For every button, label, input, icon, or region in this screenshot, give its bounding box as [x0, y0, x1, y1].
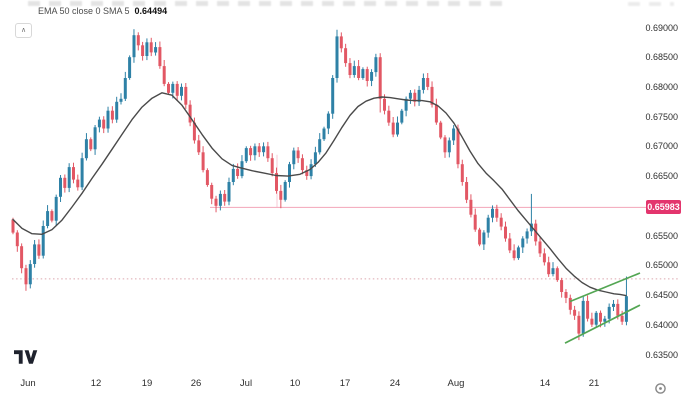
chevron-up-icon: ∧ [20, 27, 27, 34]
price-axis-label: 0.69000 [645, 23, 678, 33]
price-axis-label: 0.66500 [645, 171, 678, 181]
top-crop-artifact [28, 1, 506, 6]
time-axis-label: 14 [539, 378, 551, 389]
trendline-lower[interactable] [564, 304, 641, 344]
price-axis-label: 0.68000 [645, 82, 678, 92]
time-axis-label: Jul [239, 378, 253, 389]
time-axis-label: Aug [447, 378, 465, 389]
price-line-label: 0.65983 [646, 200, 681, 214]
indicator-legend-value: 0.64494 [134, 6, 168, 16]
price-axis-label: 0.68500 [645, 52, 678, 62]
price-axis-label: 0.67500 [645, 112, 678, 122]
candlestick-series [11, 29, 628, 341]
price-line-label-text: 0.65983 [647, 202, 680, 212]
time-axis-label: 26 [190, 378, 202, 389]
time-axis-label: 21 [588, 378, 600, 389]
price-axis-label: 0.67000 [645, 141, 678, 151]
time-axis-label: 10 [289, 378, 301, 389]
ema-line [12, 92, 627, 297]
time-axis-label: 17 [339, 378, 351, 389]
price-axis-label: 0.65000 [645, 260, 678, 270]
time-axis[interactable]: Jun 12 19 26 Jul 10 17 24 Aug 14 21 [0, 372, 642, 396]
top-right-crop-artifact [628, 2, 674, 6]
tradingview-logo[interactable] [14, 350, 39, 371]
indicator-legend[interactable]: EMA 50 close 0 SMA 5 0.64494 [38, 6, 167, 16]
time-axis-label: 12 [90, 378, 102, 389]
trendline-upper[interactable] [569, 272, 641, 303]
indicator-legend-title: EMA 50 close 0 SMA 5 [38, 6, 130, 16]
price-axis-label: 0.64500 [645, 290, 678, 300]
time-axis-label: 24 [389, 378, 401, 389]
price-axis-label: 0.64000 [645, 320, 678, 330]
time-axis-label: Jun [20, 378, 36, 389]
legend-collapse-button[interactable]: ∧ [15, 23, 32, 38]
price-axis-label: 0.65500 [645, 231, 678, 241]
gear-icon[interactable] [653, 381, 668, 396]
price-axis[interactable]: 0.69000 0.68500 0.68000 0.67500 0.67000 0.665… [634, 0, 681, 372]
price-axis-label: 0.63500 [645, 350, 678, 360]
time-axis-label: 19 [141, 378, 153, 389]
